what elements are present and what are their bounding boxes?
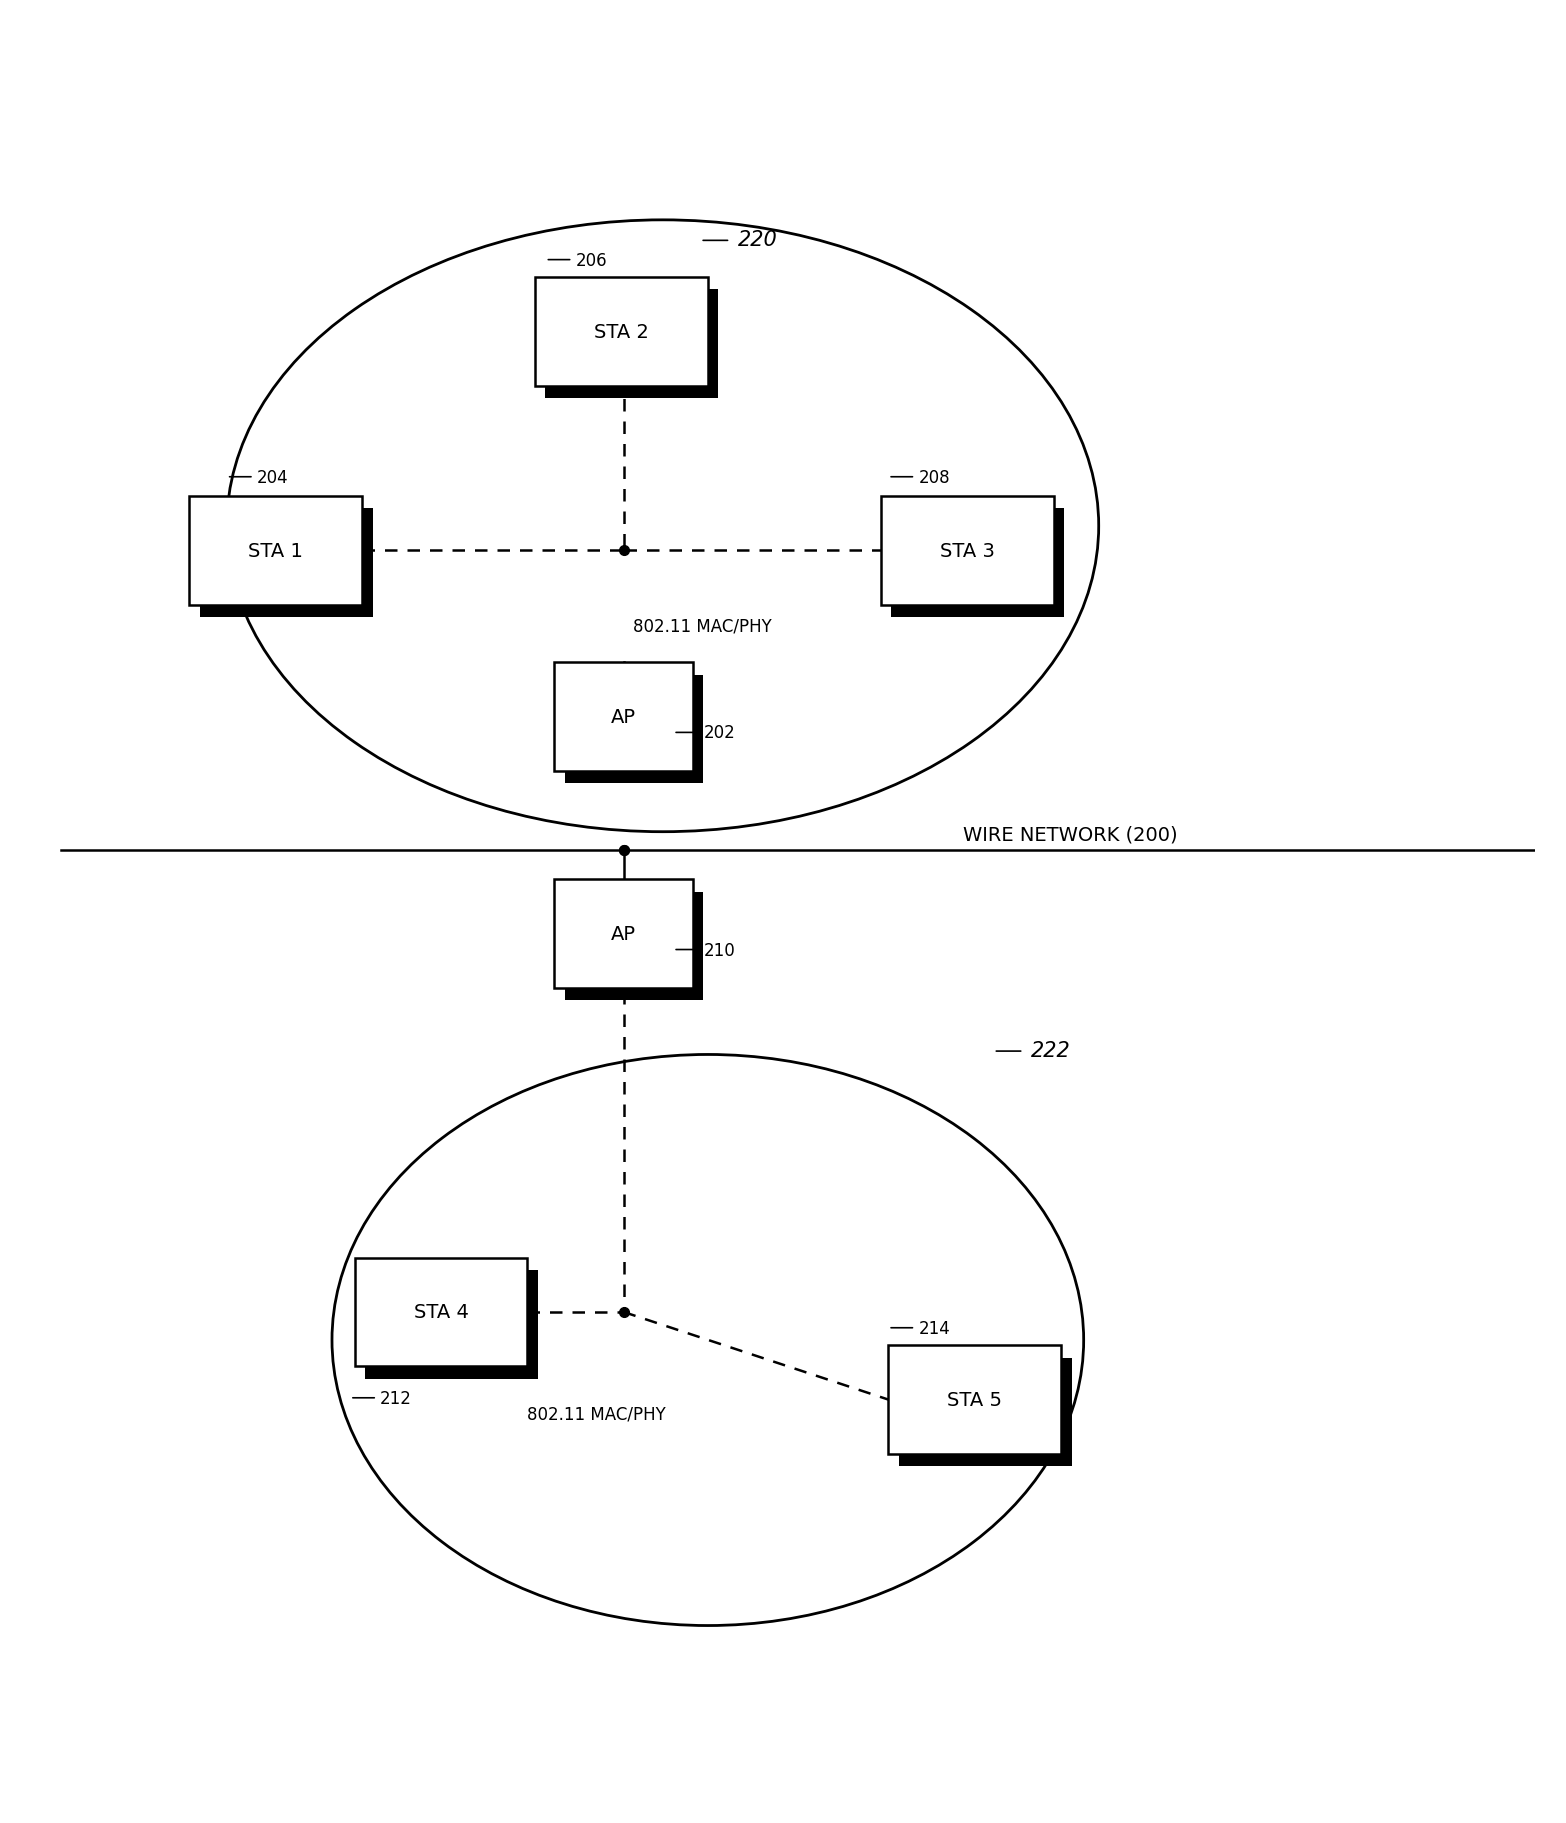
- FancyBboxPatch shape: [880, 496, 1054, 605]
- FancyBboxPatch shape: [565, 891, 703, 1001]
- Text: 802.11 MAC/PHY: 802.11 MAC/PHY: [528, 1406, 666, 1424]
- Text: STA 2: STA 2: [594, 323, 648, 341]
- Text: STA 1: STA 1: [247, 541, 304, 560]
- FancyBboxPatch shape: [189, 496, 362, 605]
- FancyBboxPatch shape: [554, 881, 692, 988]
- FancyBboxPatch shape: [899, 1358, 1071, 1466]
- Text: WIRE NETWORK (200): WIRE NETWORK (200): [963, 826, 1178, 844]
- Text: 214: 214: [918, 1320, 951, 1336]
- Text: AP: AP: [611, 924, 636, 944]
- Text: 220: 220: [738, 230, 778, 250]
- FancyBboxPatch shape: [554, 664, 692, 771]
- FancyBboxPatch shape: [354, 1258, 528, 1367]
- FancyBboxPatch shape: [888, 1345, 1062, 1455]
- FancyBboxPatch shape: [365, 1271, 539, 1378]
- FancyBboxPatch shape: [545, 290, 719, 399]
- Text: STA 3: STA 3: [940, 541, 994, 560]
- Text: 212: 212: [381, 1389, 412, 1407]
- FancyBboxPatch shape: [200, 509, 373, 618]
- Text: 222: 222: [1030, 1041, 1071, 1061]
- Text: 204: 204: [257, 469, 288, 487]
- Text: STA 5: STA 5: [947, 1391, 1002, 1409]
- Text: AP: AP: [611, 707, 636, 727]
- FancyBboxPatch shape: [891, 509, 1065, 618]
- FancyBboxPatch shape: [536, 277, 708, 386]
- Text: 210: 210: [703, 941, 734, 959]
- Text: 206: 206: [576, 252, 608, 270]
- Text: 202: 202: [703, 724, 734, 742]
- Text: 802.11 MAC/PHY: 802.11 MAC/PHY: [633, 618, 772, 636]
- FancyBboxPatch shape: [565, 675, 703, 784]
- Text: 208: 208: [918, 469, 951, 487]
- Text: STA 4: STA 4: [413, 1303, 468, 1322]
